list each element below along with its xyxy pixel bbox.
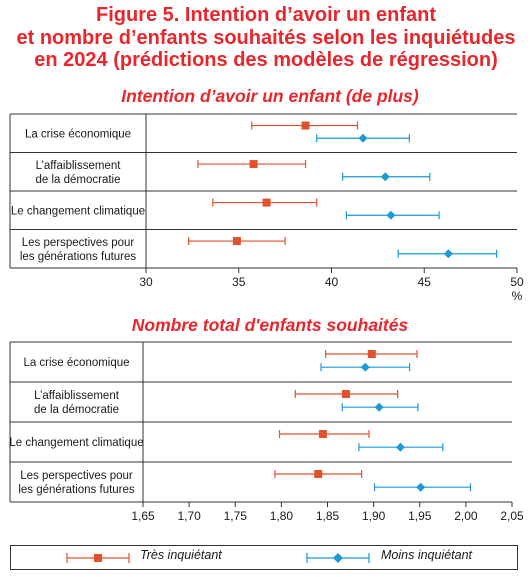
x-tick-label: 1,75: [224, 509, 248, 523]
category-label: Les perspectives pour: [20, 470, 133, 482]
panel-title-enfants-souhaites: Nombre total d'enfants souhaités: [131, 315, 409, 335]
point-moins-inquietant: [374, 402, 384, 412]
point-tres-inquietant: [301, 121, 310, 130]
x-tick-label: 50: [510, 275, 524, 289]
x-tick-label: 35: [232, 275, 246, 289]
category-label: L’affaiblissement: [34, 390, 120, 402]
point-moins-inquietant: [443, 249, 453, 259]
x-tick-label: 45: [418, 275, 432, 289]
point-moins-inquietant: [358, 133, 368, 143]
figure-title-line-1: Figure 5. Intention d’avoir un enfant: [95, 4, 436, 26]
x-tick-label: 1,80: [270, 509, 294, 523]
point-moins-inquietant: [360, 362, 370, 372]
point-moins-inquietant: [416, 482, 426, 492]
category-label: de la démocratie: [34, 404, 119, 416]
x-tick-label: 1,90: [362, 509, 386, 523]
point-tres-inquietant: [367, 350, 376, 358]
legend-marker-tres: [66, 553, 130, 563]
point-tres-inquietant: [232, 237, 241, 246]
x-tick-label: 2,00: [454, 509, 478, 523]
legend: [10, 545, 518, 570]
legend-label-tres: Très inquiétant: [140, 548, 222, 562]
category-label: La crise économique: [23, 357, 129, 369]
category-label: les générations futures: [20, 251, 137, 263]
figure-title-line-2: et nombre d’enfants souhaités selon les …: [16, 26, 516, 49]
point-tres-inquietant: [314, 470, 323, 478]
x-tick-label: 1,70: [177, 509, 201, 523]
category-label: L’affaiblissement: [36, 160, 122, 172]
x-tick-label: 1,65: [131, 509, 155, 523]
legend-marker-moins: [306, 553, 370, 563]
panel-title-intention: Intention d’avoir un enfant (de plus): [121, 86, 419, 106]
category-label: Les perspectives pour: [22, 237, 135, 249]
point-moins-inquietant: [395, 442, 405, 452]
figure-title: Figure 5. Intention d’avoir un enfant et…: [0, 4, 532, 72]
x-tick-label: 30: [139, 275, 153, 289]
point-tres-inquietant: [249, 160, 258, 169]
point-tres-inquietant: [318, 430, 327, 438]
x-tick-label: 2,05: [500, 509, 524, 523]
category-label: La crise économique: [25, 128, 131, 140]
point-tres-inquietant: [262, 198, 271, 207]
point-moins-inquietant: [386, 210, 396, 220]
x-axis-unit: %: [512, 289, 523, 303]
category-label: les générations futures: [18, 484, 135, 496]
x-tick-label: 1,85: [316, 509, 340, 523]
figure-title-line-3: en 2024 (prédictions des modèles de régr…: [34, 49, 498, 71]
category-label: de la démocratie: [35, 174, 120, 186]
point-moins-inquietant: [380, 172, 390, 182]
legend-label-moins: Moins inquiétant: [381, 548, 473, 562]
point-tres-inquietant: [341, 390, 350, 398]
x-tick-label: 40: [325, 275, 339, 289]
category-label: Le changement climatique: [11, 205, 145, 217]
chart-intention: 30 35 40 45 50% La crise économique L’affaibli…: [9, 113, 524, 303]
category-label: Le changement climatique: [9, 437, 143, 449]
x-tick-label: 1,95: [408, 509, 432, 523]
chart-enfants-souhaites: 1,65 1,70 1,75 1,80 1,85 1,90 1,95 2,00 2,05 La c…: [9, 341, 524, 523]
